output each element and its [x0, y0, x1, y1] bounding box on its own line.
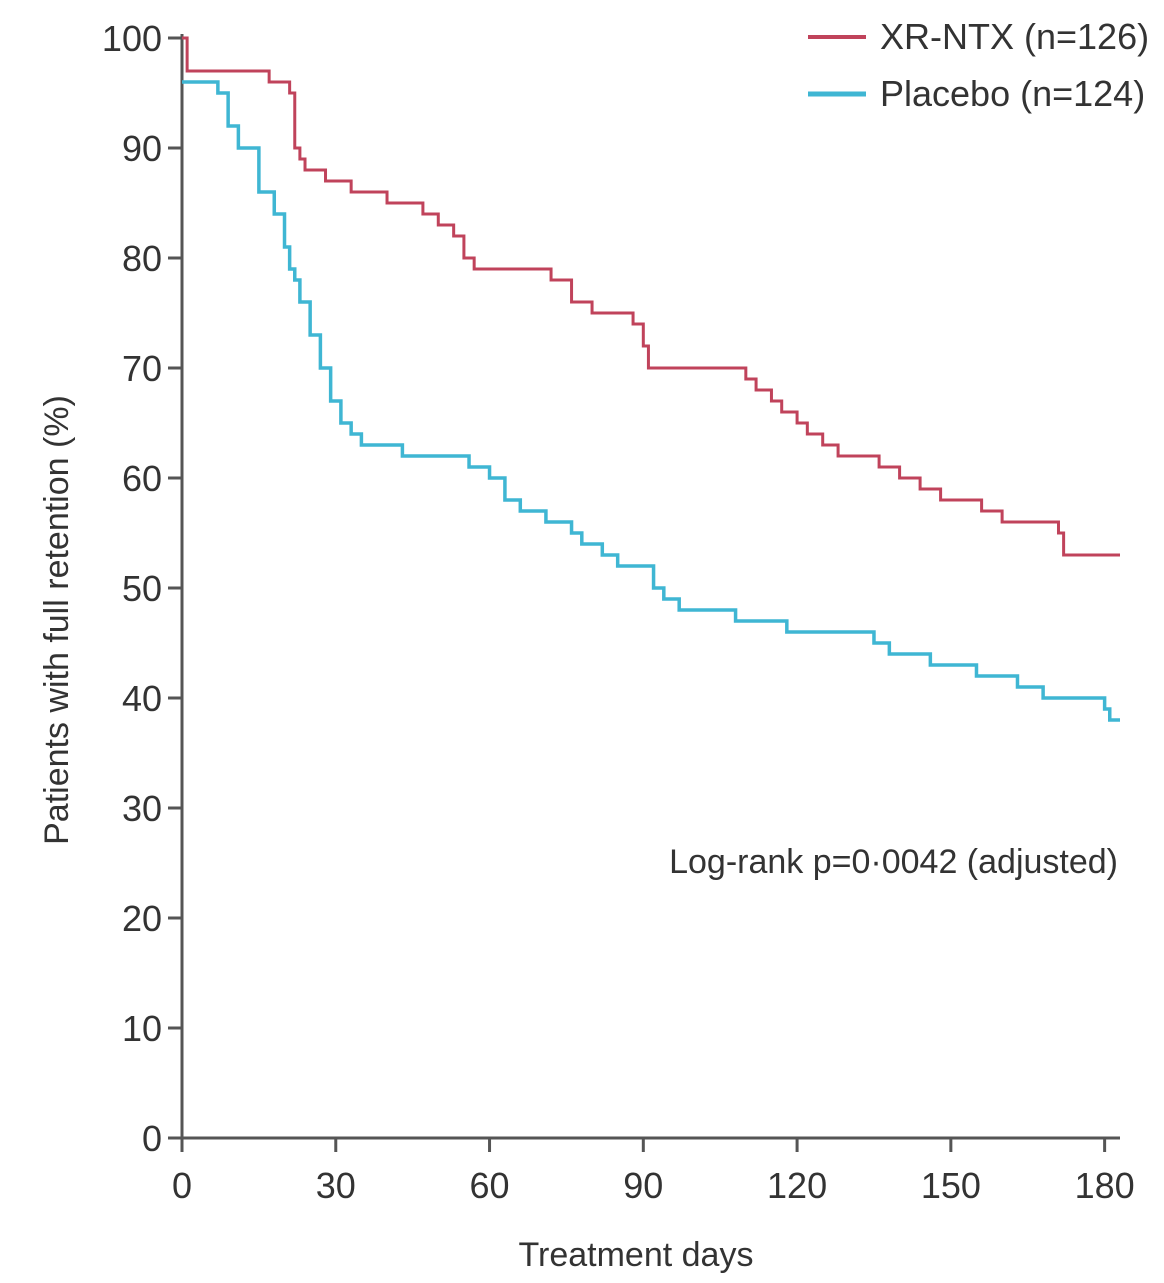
tick-marks: [168, 36, 1107, 1152]
y-tick-label: 10: [122, 1008, 162, 1049]
series-line-placebo: [182, 80, 1120, 722]
x-tick-label: 150: [921, 1165, 981, 1206]
log-rank-annotation: Log-rank p=0·0042 (adjusted): [669, 843, 1118, 881]
x-tick-label: 30: [316, 1165, 356, 1206]
series-lines: [182, 36, 1120, 722]
x-tick-label: 180: [1075, 1165, 1135, 1206]
y-tick-label: 20: [122, 898, 162, 939]
legend-label-xr-ntx: XR-NTX (n=126): [880, 16, 1149, 57]
series-line-xr-ntx: [182, 36, 1120, 557]
x-tick-label: 120: [767, 1165, 827, 1206]
y-tick-label: 60: [122, 458, 162, 499]
x-axis-label: Treatment days: [519, 1236, 754, 1274]
legend-label-placebo: Placebo (n=124): [880, 73, 1145, 114]
y-tick-label: 90: [122, 128, 162, 169]
x-tick-label: 0: [172, 1165, 192, 1206]
y-tick-label: 50: [122, 568, 162, 609]
legend: XR-NTX (n=126) Placebo (n=124): [808, 16, 1149, 114]
y-tick-label: 100: [102, 18, 162, 59]
y-tick-label: 40: [122, 678, 162, 719]
axes: [180, 34, 1120, 1140]
x-tick-label: 90: [623, 1165, 663, 1206]
y-tick-label: 0: [142, 1118, 162, 1159]
y-axis-label: Patients with full retention (%): [38, 395, 76, 845]
y-tick-label: 30: [122, 788, 162, 829]
x-tick-label: 60: [470, 1165, 510, 1206]
y-tick-label: 70: [122, 348, 162, 389]
y-tick-label: 80: [122, 238, 162, 279]
